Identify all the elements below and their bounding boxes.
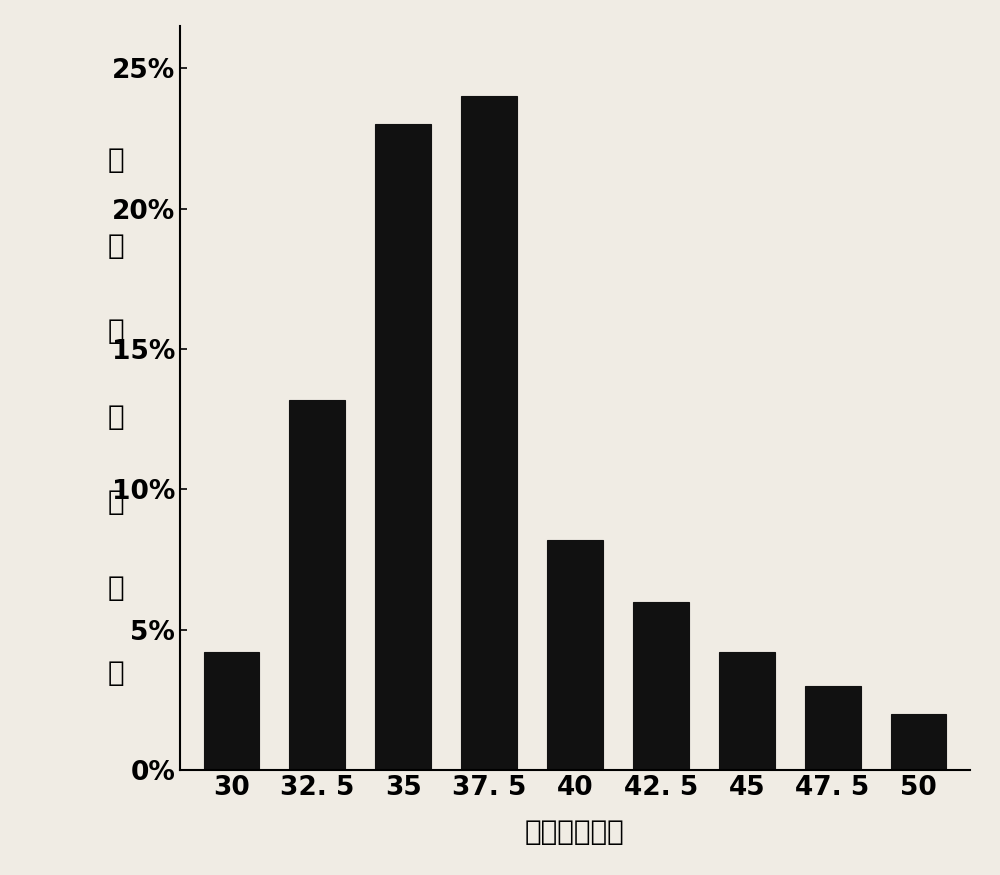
Bar <box>719 652 775 770</box>
Text: 所: 所 <box>107 317 124 345</box>
Text: 径: 径 <box>107 232 124 260</box>
Bar <box>289 400 345 770</box>
X-axis label: 粒径（微米）: 粒径（微米） <box>525 817 625 845</box>
Bar <box>204 652 259 770</box>
Bar <box>891 714 946 770</box>
Bar <box>461 96 517 770</box>
Text: 百: 百 <box>107 488 124 516</box>
Text: 粒: 粒 <box>107 146 124 174</box>
Text: 数: 数 <box>107 660 124 688</box>
Text: 分: 分 <box>107 574 124 602</box>
Bar <box>547 540 603 770</box>
Bar <box>805 686 861 770</box>
Bar <box>633 602 689 770</box>
Text: 含: 含 <box>107 402 124 430</box>
Bar <box>375 124 431 770</box>
